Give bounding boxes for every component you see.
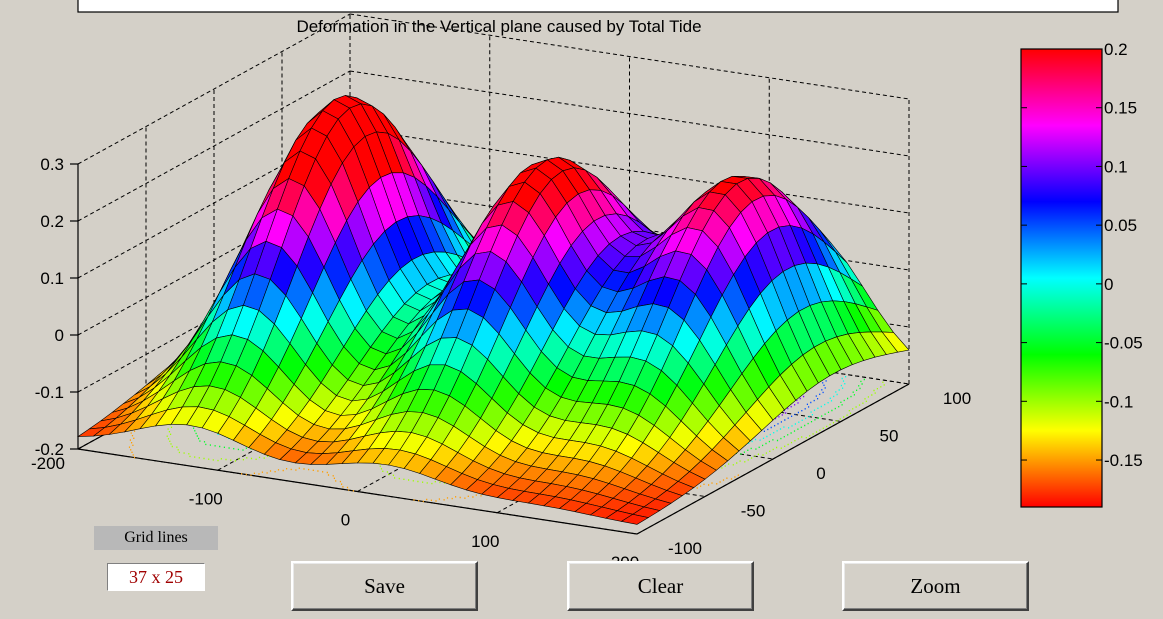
back-wall-gridline	[349, 13, 910, 100]
z-tick-label: 0.1	[40, 269, 64, 288]
side-wall-gridline	[77, 13, 351, 165]
zoom-button[interactable]: Zoom	[842, 561, 1029, 611]
colorbar-tick-label: 0.15	[1104, 99, 1137, 118]
back-wall-gridline	[349, 70, 910, 157]
colorbar-tick-label: 0.1	[1104, 157, 1128, 176]
x-tick-label: 0	[341, 511, 350, 530]
z-tick-label: -0.1	[35, 383, 64, 402]
colorbar-tick-label: 0.05	[1104, 216, 1137, 235]
grid-lines-field[interactable]: 37 x 25	[107, 563, 205, 591]
axis-ticks: -0.2-0.100.10.20.3-200-1000100200-100-50…	[31, 155, 971, 572]
y-tick-label: 100	[943, 389, 971, 408]
z-tick-label: -0.2	[35, 440, 64, 459]
chart-title: Deformation in the Vertical plane caused…	[296, 17, 701, 36]
y-tick-label: 50	[880, 427, 899, 446]
y-tick-label: 0	[816, 464, 825, 483]
colorbar-tick-label: -0.15	[1104, 451, 1143, 470]
colorbar-ticks: 0.2 0.15 0.1 0.05 0 -0.05 -0.1 -0.15	[1021, 40, 1143, 470]
y-axis-line	[636, 383, 910, 535]
surface-mesh	[76, 95, 910, 525]
y-tick-label: -50	[741, 502, 766, 521]
surface-patch	[620, 513, 650, 525]
z-tick-label: 0	[55, 326, 64, 345]
grid-lines-label: Grid lines	[94, 526, 218, 550]
z-tick-label: 0.3	[40, 155, 64, 174]
side-wall-gridline	[77, 70, 351, 222]
x-tick-label: 100	[471, 532, 499, 551]
back-wall-gridline	[349, 127, 910, 214]
x-tick-label: -200	[31, 454, 65, 473]
clear-button[interactable]: Clear	[567, 561, 754, 611]
colorbar	[1020, 48, 1103, 508]
colorbar-tick-label: 0	[1104, 275, 1113, 294]
side-wall-gridline	[77, 127, 351, 279]
top-axes-frame	[77, 0, 1119, 13]
y-tick-label: -100	[668, 539, 702, 558]
x-axis-line	[77, 448, 638, 535]
colorbar-tick-label: -0.05	[1104, 334, 1143, 353]
colorbar-tick-label: -0.1	[1104, 392, 1133, 411]
z-tick-label: 0.2	[40, 212, 64, 231]
side-wall-gridline	[77, 184, 351, 336]
x-tick-label: -100	[189, 489, 223, 508]
save-button[interactable]: Save	[291, 561, 478, 611]
colorbar-tick-label: 0.2	[1104, 40, 1128, 59]
